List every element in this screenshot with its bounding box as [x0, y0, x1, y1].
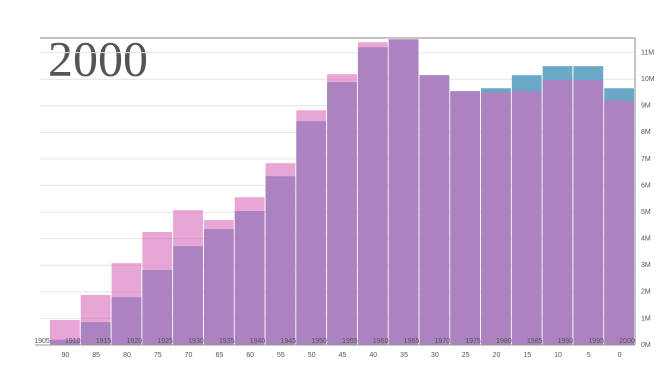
chart-title: 2000 — [48, 30, 148, 86]
edge-label: 1920 — [127, 338, 143, 345]
y-tick-label: 8M — [641, 129, 651, 136]
x-tick-label: 55 — [277, 352, 285, 359]
edge-label: 1910 — [65, 338, 81, 345]
bar — [203, 220, 234, 345]
x-tick-label: 90 — [61, 352, 69, 359]
edge-label: 1990 — [558, 338, 574, 345]
bar — [419, 75, 450, 345]
bar — [142, 232, 173, 345]
y-tick-label: 0M — [641, 342, 651, 349]
bar — [80, 295, 111, 345]
bar — [327, 74, 357, 345]
bar — [511, 91, 542, 345]
bar — [542, 80, 573, 346]
bar — [111, 263, 142, 345]
edge-label: 1940 — [250, 338, 266, 345]
edge-label: 1960 — [373, 338, 389, 345]
y-tick-label: 11M — [641, 49, 654, 56]
x-tick-label: 35 — [400, 352, 408, 359]
bar — [50, 320, 80, 345]
x-tick-label: 0 — [618, 352, 622, 359]
edge-label: 1980 — [496, 338, 512, 345]
x-tick-label: 10 — [554, 352, 562, 359]
y-tick-label: 2M — [641, 289, 651, 296]
edge-label: 1965 — [404, 338, 420, 345]
x-tick-label: 45 — [339, 352, 347, 359]
x-tick-label: 85 — [92, 352, 100, 359]
x-tick-label: 30 — [431, 352, 439, 359]
x-tick-label: 40 — [369, 352, 377, 359]
edge-label: 1935 — [219, 338, 235, 345]
x-tick-label: 70 — [185, 352, 193, 359]
x-tick-label: 25 — [462, 352, 470, 359]
edge-label: 1970 — [434, 338, 450, 345]
edge-label: 1985 — [527, 338, 543, 345]
edge-label: 1995 — [588, 338, 604, 345]
bar — [573, 80, 604, 346]
y-tick-label: 4M — [641, 236, 651, 243]
y-tick-label: 7M — [641, 156, 651, 163]
x-tick-label: 80 — [123, 352, 131, 359]
y-tick-label: 3M — [641, 262, 651, 269]
x-tick-label: 50 — [308, 352, 316, 359]
x-tick-label: 5 — [587, 352, 591, 359]
x-tick-label: 15 — [523, 352, 531, 359]
bar — [173, 210, 203, 345]
bar — [450, 91, 481, 345]
bar — [481, 92, 511, 346]
y-tick-label: 10M — [641, 76, 655, 83]
edge-label: 1975 — [465, 338, 481, 345]
edge-label: 2000 — [619, 338, 635, 345]
bar — [234, 197, 265, 345]
x-tick-label: 60 — [246, 352, 254, 359]
edge-label: 1925 — [157, 338, 173, 345]
edge-label: 1955 — [342, 338, 358, 345]
x-tick-label: 75 — [154, 352, 162, 359]
edge-label: 1915 — [96, 338, 112, 345]
bar — [357, 42, 388, 346]
edge-label: 1930 — [188, 338, 204, 345]
y-tick-label: 5M — [641, 209, 651, 216]
x-tick-label: 65 — [215, 352, 223, 359]
y-tick-label: 1M — [641, 315, 651, 322]
x-tick-label: 20 — [493, 352, 501, 359]
bar — [296, 110, 327, 345]
y-tick-label: 9M — [641, 103, 651, 110]
edge-label: 1945 — [281, 338, 297, 345]
y-tick-label: 6M — [641, 182, 651, 189]
bar — [265, 163, 296, 345]
bar — [388, 39, 419, 345]
edge-label: 1905 — [34, 338, 50, 345]
edge-label: 1950 — [311, 338, 327, 345]
bar — [604, 100, 634, 346]
